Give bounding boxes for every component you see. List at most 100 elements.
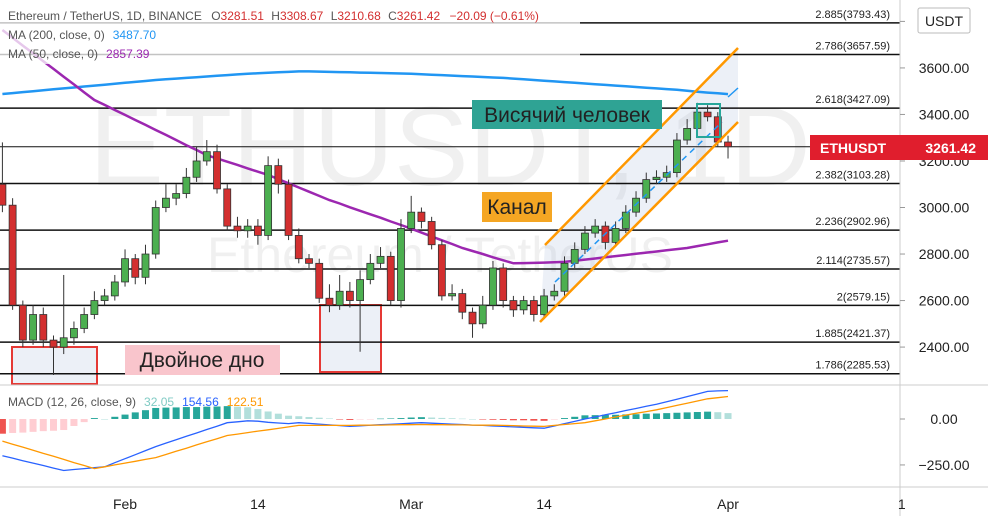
candle-body	[59, 337, 68, 348]
macd-histogram-bar	[714, 412, 722, 419]
macd-histogram-bar	[724, 413, 732, 419]
candle-body	[397, 228, 405, 301]
candle-body	[0, 183, 7, 206]
macd-histogram-bar	[152, 407, 160, 419]
candle-body	[356, 279, 365, 301]
legend-label: MACD (12, 26, close, 9)	[8, 395, 136, 409]
ma-projection	[727, 87, 739, 98]
candle-body	[683, 128, 692, 141]
candle-layer	[0, 102, 732, 375]
double-bottom-box	[11, 346, 98, 385]
macd-histogram-bar	[642, 413, 650, 419]
macd-histogram-bar	[29, 419, 37, 432]
x-tick-label: Feb	[113, 496, 137, 512]
macd-histogram-bar	[417, 417, 425, 419]
macd-histogram-bar	[285, 415, 293, 419]
fib-label: 2.786(3657.59)	[815, 41, 890, 53]
macd-histogram-bar	[652, 413, 660, 419]
legend-item: MA (200, close, 0) 3487.70	[8, 28, 156, 42]
channel-line	[539, 121, 739, 323]
macd-histogram-bar	[182, 407, 190, 419]
candle-body	[366, 262, 375, 281]
legend-item: MA (50, close, 0) 2857.39	[8, 47, 150, 61]
macd-histogram-bar	[70, 419, 78, 426]
macd-histogram-bar	[90, 418, 98, 419]
legend-bg	[0, 4, 580, 64]
macd-histogram-bar	[162, 407, 170, 419]
macd-histogram-bar	[325, 418, 333, 419]
candle-body	[172, 193, 181, 199]
macd-histogram-bar	[397, 418, 405, 419]
candle-body	[478, 304, 487, 325]
macd-histogram-bar	[121, 414, 129, 419]
macd-histogram-bar	[111, 416, 119, 419]
macd-histogram-bar	[203, 406, 211, 419]
candle-body	[284, 183, 293, 236]
candle-body	[325, 297, 334, 306]
macd-histogram-bar	[520, 419, 528, 421]
macd-histogram-bar	[499, 419, 507, 420]
macd-histogram-bar	[315, 417, 323, 419]
macd-histogram-bar	[193, 407, 201, 419]
candle-body	[673, 139, 681, 174]
candle-body	[407, 211, 416, 229]
macd-histogram-bar	[19, 419, 27, 433]
candle-body	[386, 255, 395, 301]
currency-box	[917, 7, 971, 34]
y-tick-label: 3600.00	[919, 60, 970, 76]
legend-value: 3487.70	[113, 28, 157, 42]
fib-label: 2.382(3103.28)	[815, 169, 890, 181]
legend-value: 122.51	[227, 395, 264, 409]
price-tags: USDT ETHUSDT 3261.42	[810, 7, 988, 160]
macd-histogram-bar	[438, 417, 446, 419]
fib-label: 1.786(2285.53)	[815, 360, 890, 372]
candle-body	[274, 165, 283, 185]
candle-body	[182, 176, 191, 194]
ohlc-value: 3281.51	[221, 9, 265, 23]
double-bottom-box	[319, 304, 382, 373]
macd-histogram-bar	[274, 413, 282, 419]
candle-body	[570, 248, 579, 264]
macd-histogram-bar	[581, 415, 589, 419]
macd-histogram-bar	[407, 417, 415, 419]
price-tag	[810, 135, 988, 160]
macd-histogram-bar	[448, 418, 456, 419]
macd-histogram-bar	[489, 419, 497, 420]
macd-histogram-bar	[428, 417, 436, 419]
ohlc-value: 3308.67	[280, 9, 324, 23]
candle-body	[253, 225, 262, 236]
x-tick-label: Apr	[717, 496, 739, 512]
candle-body	[8, 204, 17, 306]
candle-body	[80, 314, 89, 329]
candle-body	[437, 244, 446, 297]
currency: USDT	[925, 13, 964, 29]
candle-body	[509, 300, 518, 311]
ohlc-value: 3261.42	[397, 9, 441, 23]
macd-histogram-bar	[336, 419, 344, 420]
candle-body	[315, 262, 324, 299]
x-tick-label: 14	[536, 496, 552, 512]
candle-body	[724, 141, 732, 148]
channel-fill	[540, 48, 738, 322]
legend-value: 2857.39	[106, 47, 150, 61]
candle-body	[468, 311, 477, 325]
candle-body	[223, 188, 232, 227]
candle-body	[499, 267, 508, 301]
macd-histogram-bar	[213, 406, 221, 419]
macd-histogram-bar	[458, 418, 466, 420]
ohlc-letter: O	[211, 9, 220, 23]
macd-histogram-bar	[479, 419, 487, 420]
candle-body	[100, 295, 109, 301]
price-tag-symbol: ETHUSDT	[820, 140, 887, 156]
candle-body	[305, 258, 313, 264]
macd-histogram-bar	[80, 419, 88, 423]
annotation-box	[125, 345, 280, 375]
legend: Ethereum / TetherUS, 1D, BINANCE O3281.5…	[0, 4, 580, 409]
x-tick-label: 1	[898, 496, 906, 512]
candle-body	[39, 314, 48, 341]
channel-mid	[554, 121, 723, 283]
annotation-box	[472, 100, 662, 129]
macd-histogram-bar	[377, 418, 385, 420]
ohlc-letter: L	[331, 9, 338, 23]
